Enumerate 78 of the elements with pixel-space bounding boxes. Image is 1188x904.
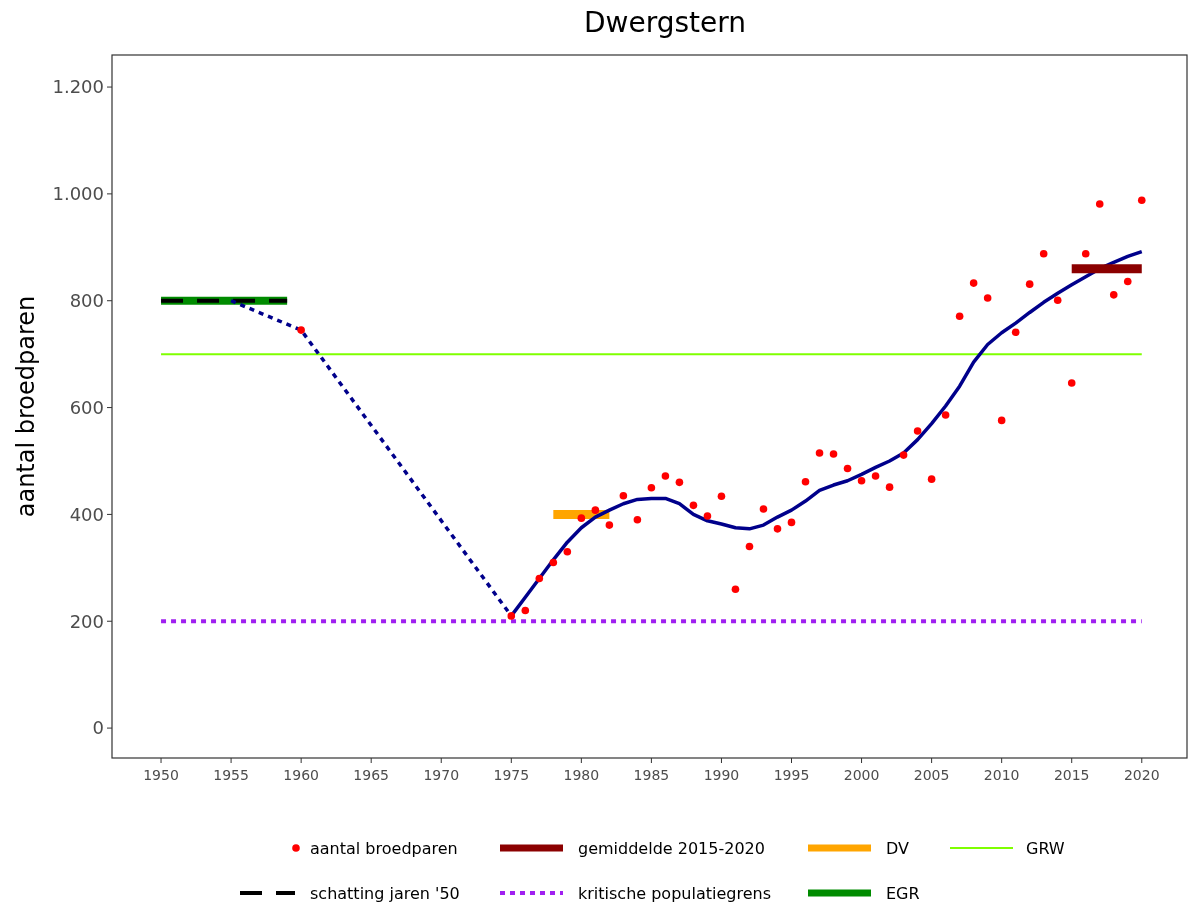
point <box>815 449 824 457</box>
point <box>577 514 586 522</box>
point <box>619 491 628 500</box>
y-tick-label: 200 <box>69 610 104 632</box>
legend-label: DV <box>886 838 910 858</box>
point <box>1025 280 1034 288</box>
point <box>899 451 908 459</box>
point <box>871 472 880 480</box>
chart-title: Dwergstern <box>583 6 747 39</box>
y-tick-label: 600 <box>69 396 104 418</box>
y-tick-label: 0 <box>92 717 104 739</box>
point <box>647 483 656 492</box>
point <box>549 558 558 567</box>
x-tick-label: 1990 <box>703 767 740 783</box>
point <box>563 548 572 556</box>
point <box>997 416 1006 425</box>
point <box>521 606 530 615</box>
point <box>675 478 684 487</box>
point <box>605 521 614 529</box>
point <box>857 476 866 485</box>
point <box>773 525 782 533</box>
point <box>297 326 305 334</box>
point <box>1039 249 1048 258</box>
point <box>969 279 978 287</box>
x-tick-label: 2020 <box>1123 767 1160 783</box>
point <box>955 312 964 321</box>
point <box>1067 379 1076 387</box>
point <box>913 427 922 435</box>
point <box>689 501 698 510</box>
legend-label: kritische populatiegrens <box>578 883 771 903</box>
point <box>843 464 852 473</box>
point <box>1109 291 1118 299</box>
point <box>829 450 838 458</box>
point <box>1137 196 1146 205</box>
x-tick-label: 1980 <box>563 767 600 783</box>
x-tick-label: 1950 <box>143 767 179 783</box>
point <box>591 506 600 514</box>
y-tick-label: 1.000 <box>52 183 104 205</box>
x-tick-label: 1965 <box>353 767 390 783</box>
point <box>717 492 726 501</box>
legend-label: aantal broedparen <box>310 838 458 858</box>
x-tick-label: 2000 <box>843 767 880 783</box>
point <box>1011 328 1020 337</box>
point <box>885 483 894 491</box>
legend-label: gemiddelde 2015-2020 <box>578 838 765 858</box>
x-tick-label: 1975 <box>493 767 530 783</box>
legend-label: schatting jaren '50 <box>310 883 460 903</box>
point <box>927 475 936 483</box>
x-tick-label: 2005 <box>913 767 950 783</box>
legend-label: EGR <box>886 883 920 903</box>
point <box>1123 277 1132 286</box>
point <box>1081 249 1090 258</box>
point <box>745 542 754 551</box>
x-tick-label: 1985 <box>633 767 670 783</box>
x-tick-label: 1995 <box>773 767 810 783</box>
x-tick-label: 1955 <box>213 767 249 783</box>
point <box>801 478 810 486</box>
point <box>535 574 544 583</box>
point <box>661 472 670 480</box>
point <box>941 411 950 419</box>
point <box>1053 296 1062 304</box>
x-tick-label: 1970 <box>423 767 460 783</box>
point <box>787 518 796 527</box>
x-tick-label: 2010 <box>983 767 1020 783</box>
point <box>759 505 768 513</box>
point <box>703 512 712 520</box>
point <box>507 612 516 620</box>
x-tick-label: 1960 <box>283 767 319 783</box>
y-tick-label: 1.200 <box>52 76 104 98</box>
y-tick-label: 400 <box>69 503 104 525</box>
legend-label: GRW <box>1026 838 1065 858</box>
point <box>1095 200 1104 208</box>
y-tick-label: 800 <box>69 290 104 312</box>
x-tick-label: 2015 <box>1053 767 1090 783</box>
point <box>731 585 740 593</box>
y-axis-title: aantal broedparen <box>12 295 40 518</box>
point <box>983 294 992 302</box>
point <box>633 515 642 524</box>
